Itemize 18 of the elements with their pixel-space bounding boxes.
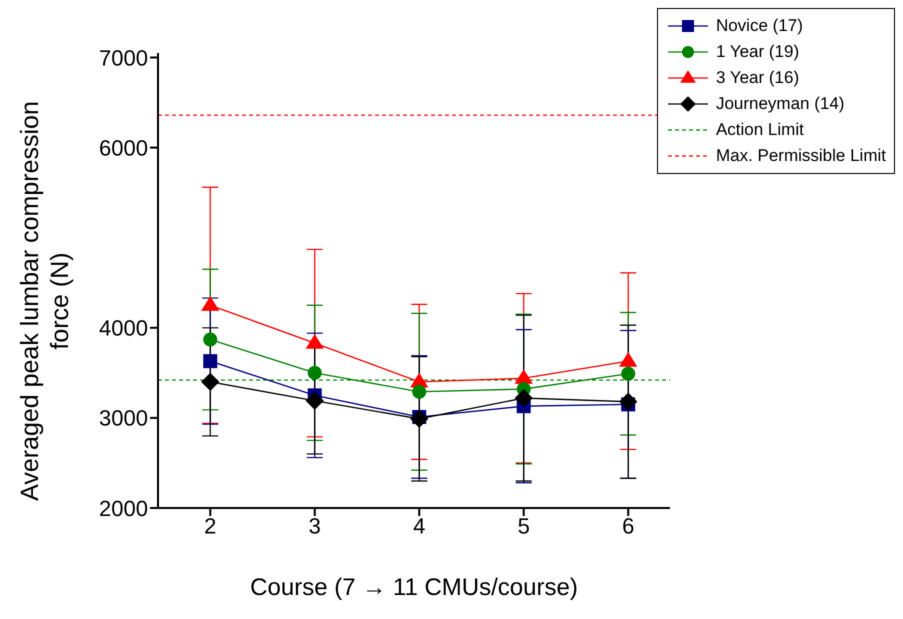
y-tick-label: 7000	[99, 45, 148, 70]
x-tick-label: 3	[308, 514, 321, 539]
legend-label: 1 Year (19)	[716, 42, 800, 62]
legend-label: Max. Permissible Limit	[716, 146, 886, 166]
x-axis-title: Course (7 → 11 CMUs/course)	[250, 574, 578, 602]
x-tick-label: 4	[413, 514, 426, 539]
y-tick-label: 2000	[99, 496, 148, 521]
legend-label: Action Limit	[716, 120, 804, 140]
y-tick-label: 6000	[99, 135, 148, 160]
legend-label: Journeyman (14)	[716, 94, 844, 114]
y-axis-title: Averaged peak lumbar compression force (N)	[15, 100, 75, 503]
y-tick-label: 3000	[99, 406, 148, 431]
x-tick-label: 6	[622, 514, 634, 539]
x-tick-label: 5	[518, 514, 530, 539]
legend-label: 3 Year (16)	[716, 68, 800, 88]
y-tick-label: 4000	[99, 316, 148, 341]
x-tick-label: 2	[204, 514, 216, 539]
legend-label: Novice (17)	[716, 16, 803, 36]
